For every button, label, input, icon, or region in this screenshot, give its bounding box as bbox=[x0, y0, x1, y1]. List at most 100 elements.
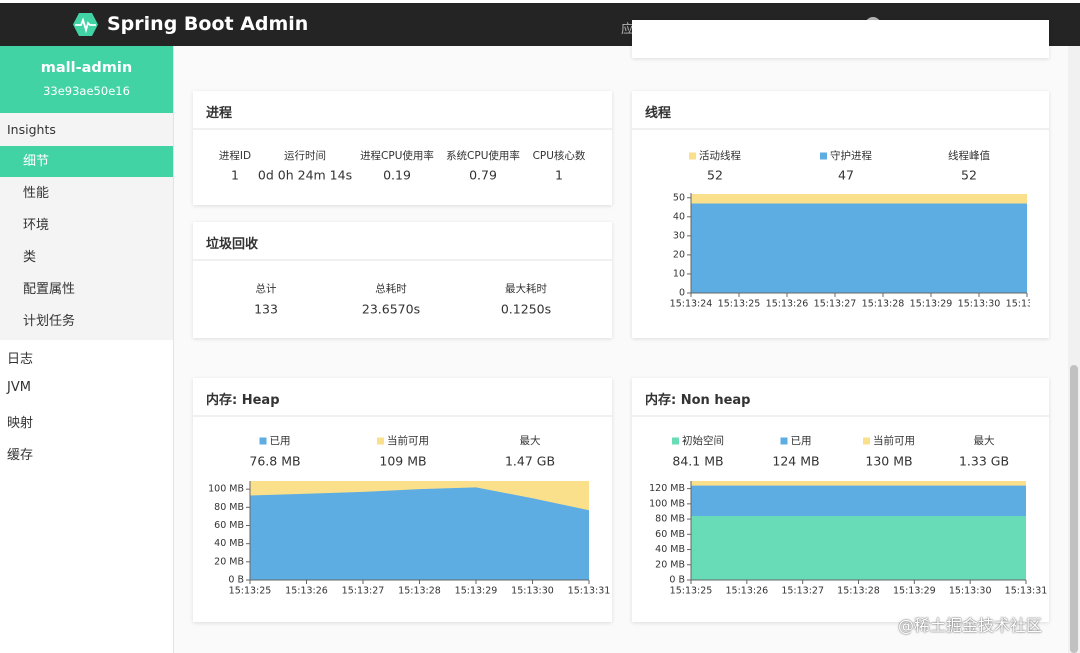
y-tick-label: 40 MB bbox=[214, 538, 244, 549]
scrollbar-thumb[interactable] bbox=[1070, 365, 1078, 653]
legend-value: 52 bbox=[707, 168, 723, 183]
area bbox=[691, 515, 1026, 580]
stat-value: 0d 0h 24m 14s bbox=[258, 168, 352, 183]
sidebar-section[interactable]: Insights bbox=[7, 122, 56, 137]
legend-swatch bbox=[780, 437, 788, 445]
x-tick-label: 15:13:28 bbox=[837, 586, 880, 597]
x-tick-label: 15:13:30 bbox=[511, 586, 554, 597]
x-tick-label: 15:13:29 bbox=[455, 586, 498, 597]
legend-label: 当前可用 bbox=[387, 434, 429, 447]
card-header: 线程 bbox=[632, 91, 1049, 130]
stat-label: 线程峰值 bbox=[948, 149, 990, 162]
y-tick-label: 40 bbox=[673, 211, 685, 222]
stat-value: 23.6570s bbox=[362, 302, 420, 317]
stat-value: 1 bbox=[555, 168, 563, 183]
sidebar-item[interactable]: 映射 bbox=[7, 416, 34, 431]
chart: 0 10 20 30 40 50 15:13:24 15:13:25 15:13:26 15:13… bbox=[670, 192, 1030, 310]
card-header: 进程 bbox=[193, 91, 612, 130]
legend-swatch bbox=[672, 437, 679, 445]
legend-value: 109 MB bbox=[379, 454, 426, 469]
stat-value: 52 bbox=[961, 168, 977, 183]
y-tick-label: 0 bbox=[679, 288, 685, 299]
y-tick-label: 50 bbox=[673, 192, 685, 203]
stat-value: 133 bbox=[254, 302, 278, 317]
legend-swatch bbox=[259, 437, 267, 445]
x-tick-label: 15:13:29 bbox=[893, 586, 936, 597]
card: 进程 bbox=[193, 91, 612, 205]
brand[interactable]: Spring Boot Admin bbox=[107, 13, 309, 35]
card-header: 垃圾回收 bbox=[193, 222, 612, 261]
x-tick-label: 15:13:26 bbox=[725, 586, 768, 597]
y-tick-label: 80 MB bbox=[214, 502, 244, 513]
chart: 0 B 20 MB 40 MB 60 MB 80 MB 100 MB 15:13:25 15:… bbox=[208, 481, 610, 597]
legend-value: 84.1 MB bbox=[672, 454, 723, 469]
x-tick-label: 15:13:26 bbox=[766, 299, 809, 310]
legend-label: 初始空间 bbox=[682, 434, 724, 447]
x-tick-label: 15:13:25 bbox=[670, 586, 713, 597]
stat-value: 1.33 GB bbox=[959, 454, 1009, 469]
x-tick-label: 15:13:26 bbox=[285, 586, 328, 597]
stat-label: 系统CPU使用率 bbox=[446, 149, 520, 162]
stat-value: 1.47 GB bbox=[505, 454, 555, 469]
y-tick-label: 0 B bbox=[669, 575, 685, 586]
legend-value: 76.8 MB bbox=[249, 454, 300, 469]
x-tick-label: 15:13:31 bbox=[568, 586, 611, 597]
sidebar-item[interactable]: JVM bbox=[7, 380, 31, 395]
sidebar-subitem[interactable]: 细节 bbox=[0, 146, 173, 177]
app-header[interactable]: mall-admin 33e93ae50e16 bbox=[0, 46, 173, 113]
x-tick-label: 15:13:30 bbox=[958, 299, 1001, 310]
stat-label: CPU核心数 bbox=[533, 149, 586, 162]
card-title: 内存: Heap bbox=[206, 393, 280, 408]
sidebar-subitem[interactable]: 环境 bbox=[23, 218, 50, 233]
y-tick-label: 10 bbox=[673, 268, 685, 279]
stat-label: 总耗时 bbox=[375, 282, 407, 295]
legend-value: 47 bbox=[838, 168, 854, 183]
card bbox=[632, 20, 1049, 58]
sidebar-subitem[interactable]: 性能 bbox=[23, 186, 50, 201]
stat-label: 进程CPU使用率 bbox=[360, 149, 434, 162]
y-tick-label: 20 MB bbox=[214, 556, 244, 567]
y-tick-label: 20 bbox=[673, 249, 685, 260]
top-edge bbox=[0, 0, 1080, 3]
x-tick-label: 15:13:27 bbox=[814, 299, 857, 310]
stat-value: 1 bbox=[231, 168, 239, 183]
legend-label: 已用 bbox=[791, 435, 812, 447]
app-id: 33e93ae50e16 bbox=[43, 84, 130, 98]
sidebar-item[interactable]: 日志 bbox=[7, 352, 34, 367]
legend-swatch bbox=[377, 437, 384, 445]
card-header: 内存: Non heap bbox=[632, 378, 1049, 417]
y-tick-label: 20 MB bbox=[655, 559, 685, 570]
y-tick-label: 100 MB bbox=[649, 498, 685, 509]
stat-label: 最大 bbox=[974, 434, 995, 447]
y-tick-label: 60 MB bbox=[655, 529, 685, 540]
card-title: 垃圾回收 bbox=[206, 237, 259, 252]
sidebar-subitem[interactable]: 配置属性 bbox=[23, 282, 76, 297]
stat-label: 运行时间 bbox=[284, 149, 326, 162]
stat-label: 总计 bbox=[256, 282, 277, 295]
stat-value: 0.79 bbox=[469, 168, 497, 183]
sidebar-subitem[interactable]: 类 bbox=[23, 250, 37, 265]
legend-value: 124 MB bbox=[772, 454, 819, 469]
y-tick-label: 120 MB bbox=[649, 483, 685, 494]
stat-label: 进程ID bbox=[219, 150, 251, 162]
legend-swatch bbox=[689, 152, 696, 160]
card: 垃圾回收 bbox=[193, 222, 612, 338]
legend-label: 守护进程 bbox=[830, 149, 872, 162]
sidebar-item[interactable]: 缓存 bbox=[7, 448, 34, 463]
x-tick-label: 15:13:28 bbox=[862, 299, 905, 310]
sidebar-subitem[interactable]: 计划任务 bbox=[23, 314, 76, 329]
y-tick-label: 40 MB bbox=[655, 544, 685, 555]
app-name: mall-admin bbox=[40, 60, 133, 76]
x-tick-label: 15:13:28 bbox=[398, 586, 441, 597]
watermark: @稀土掘金技术社区 bbox=[898, 616, 1043, 635]
legend-swatch bbox=[863, 437, 870, 445]
x-tick-label: 15:13:25 bbox=[229, 586, 272, 597]
y-tick-label: 0 B bbox=[228, 575, 244, 586]
area bbox=[691, 203, 1027, 293]
y-tick-label: 80 MB bbox=[655, 514, 685, 525]
y-tick-label: 60 MB bbox=[214, 520, 244, 531]
x-tick-label: 15:13:24 bbox=[670, 299, 713, 310]
x-tick-label: 15:13:27 bbox=[342, 586, 385, 597]
